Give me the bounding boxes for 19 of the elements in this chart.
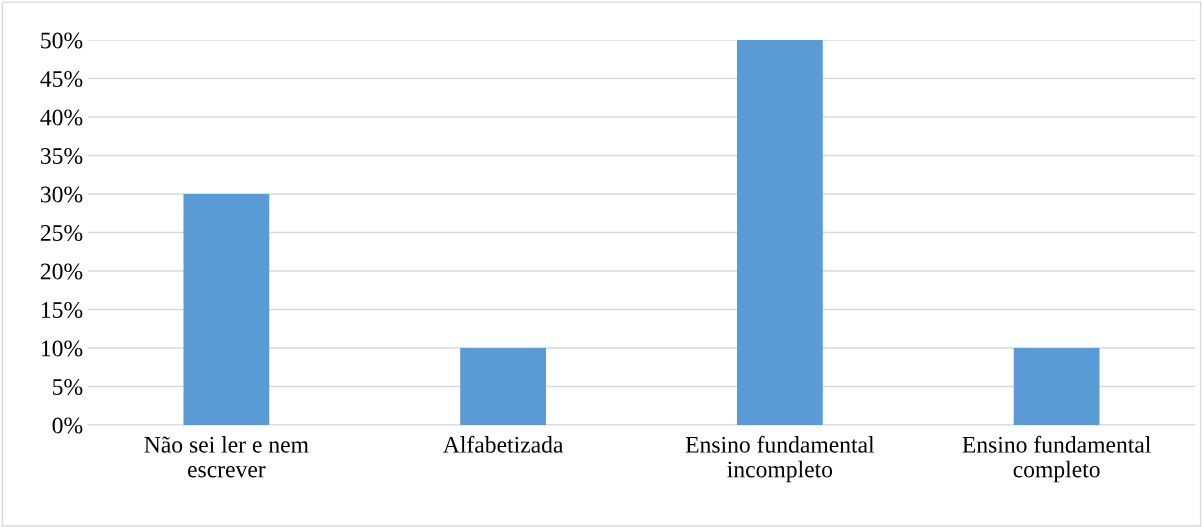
y-tick-label: 5% xyxy=(53,378,83,395)
y-tick-label: 0% xyxy=(52,417,83,434)
y-tick-label: 45% xyxy=(40,70,83,87)
bar xyxy=(460,348,547,425)
y-tick-label: 40% xyxy=(40,109,83,126)
bar xyxy=(183,194,270,425)
x-tick-label: Ensino fundamental incompleto xyxy=(685,435,875,483)
y-tick-label: 50% xyxy=(41,32,83,49)
y-tick-label: 25% xyxy=(40,224,83,241)
y-tick-label: 35% xyxy=(40,147,83,164)
x-tick-label: Não sei ler e nem escrever xyxy=(144,436,309,478)
y-tick-label: 10% xyxy=(41,340,83,357)
x-tick-label: Ensino fundamental completo xyxy=(962,435,1151,483)
x-tick-label: Alfabetizada xyxy=(443,435,564,453)
bar xyxy=(736,40,823,425)
y-tick-label: 15% xyxy=(41,301,83,318)
y-tick-label: 20% xyxy=(40,263,83,280)
y-tick-label: 30% xyxy=(40,186,83,203)
bar xyxy=(1013,348,1100,425)
